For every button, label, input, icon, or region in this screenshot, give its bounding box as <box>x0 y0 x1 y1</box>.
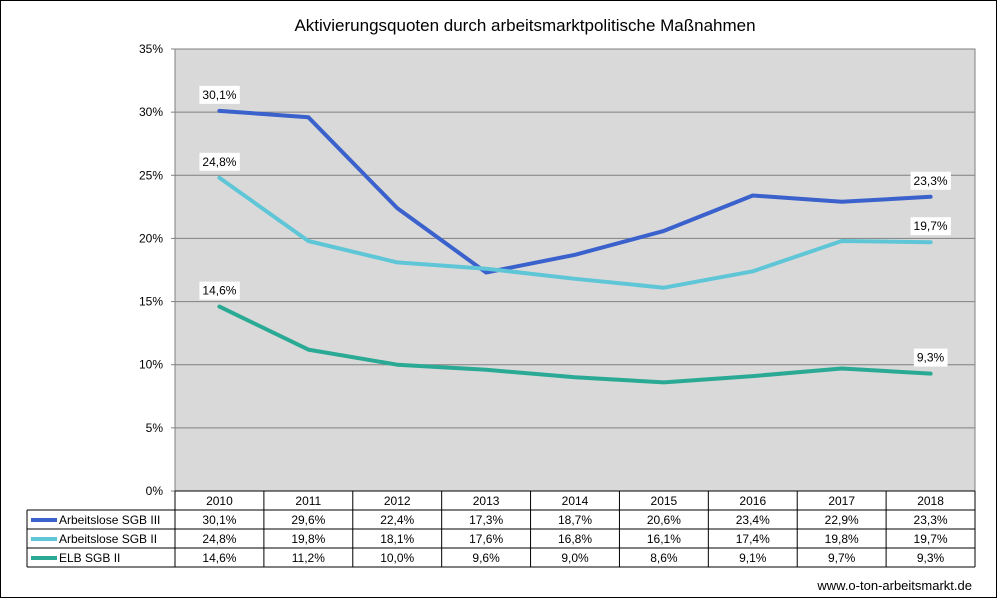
data-label-box <box>199 85 240 104</box>
y-axis: 0% 5% 10% 15% 20% 25% 30% 35% <box>139 42 175 498</box>
series-line <box>217 108 933 275</box>
series-name: ELB SGB II <box>59 551 120 565</box>
table-value: 9,1% <box>739 551 767 565</box>
table-value: 17,3% <box>469 513 503 527</box>
y-tick-label: 15% <box>139 295 163 309</box>
data-label: 30,1% <box>202 88 236 102</box>
table-value: 19,8% <box>291 532 325 546</box>
table-value: 29,6% <box>291 513 325 527</box>
table-value: 19,7% <box>914 532 948 546</box>
data-label-box <box>910 171 951 190</box>
table-value: 9,7% <box>828 551 856 565</box>
chart-title: Aktivierungsquoten durch arbeitsmarktpol… <box>294 16 755 35</box>
table-value: 30,1% <box>202 513 236 527</box>
x-category-label: 2014 <box>562 494 589 508</box>
x-category-label: 2016 <box>739 494 766 508</box>
data-label-box <box>199 281 240 300</box>
y-tick-label: 5% <box>146 421 164 435</box>
data-label: 19,7% <box>914 219 948 233</box>
y-tick-label: 20% <box>139 231 163 245</box>
table-value: 18,1% <box>380 532 414 546</box>
x-category-label: 2018 <box>917 494 944 508</box>
data-labels: 30,1% 23,3% 24,8% 19,7% 14,6% 9,3% <box>199 85 951 367</box>
x-category-label: 2012 <box>384 494 411 508</box>
table-value: 9,0% <box>561 551 589 565</box>
table-value: 16,1% <box>647 532 681 546</box>
data-label: 24,8% <box>202 155 236 169</box>
table-value: 9,6% <box>472 551 500 565</box>
series-line <box>217 175 933 290</box>
table-value: 8,6% <box>650 551 678 565</box>
x-category-label: 2015 <box>651 494 678 508</box>
table-value: 23,3% <box>914 513 948 527</box>
x-category-label: 2017 <box>828 494 855 508</box>
series-lines <box>217 108 933 385</box>
source-text: www.o-ton-arbeitsmarkt.de <box>816 578 972 593</box>
table-value: 14,6% <box>202 551 236 565</box>
gridlines <box>175 48 975 429</box>
table-value: 9,3% <box>917 551 945 565</box>
y-tick-label: 35% <box>139 42 163 56</box>
x-category-label: 2013 <box>473 494 500 508</box>
data-label: 9,3% <box>917 351 945 365</box>
data-table: 2010 2011 2012 2013 2014 2015 2016 2017 2018 Arbe… <box>26 490 976 568</box>
table-value: 22,9% <box>825 513 859 527</box>
plot-area <box>174 48 976 492</box>
table-value: 23,4% <box>736 513 770 527</box>
table-value: 24,8% <box>202 532 236 546</box>
data-label-box <box>913 348 948 367</box>
table-value: 19,8% <box>825 532 859 546</box>
table-value: 10,0% <box>380 551 414 565</box>
x-category-label: 2010 <box>206 494 233 508</box>
y-tick-label: 25% <box>139 168 163 182</box>
table-value: 16,8% <box>558 532 592 546</box>
series-name: Arbeitslose SGB II <box>59 532 157 546</box>
series-name: Arbeitslose SGB III <box>59 513 160 527</box>
data-label-box <box>910 217 951 236</box>
y-tick-label: 0% <box>146 484 164 498</box>
data-label-box <box>199 152 240 171</box>
data-label: 14,6% <box>202 284 236 298</box>
table-value: 17,4% <box>736 532 770 546</box>
x-category-label: 2011 <box>295 494 321 508</box>
table-value: 22,4% <box>380 513 414 527</box>
table-value: 11,2% <box>292 551 325 565</box>
table-value: 17,6% <box>469 532 503 546</box>
data-label: 23,3% <box>914 174 948 188</box>
y-tick-label: 10% <box>139 358 163 372</box>
table-value: 20,6% <box>647 513 681 527</box>
table-value: 18,7% <box>558 513 592 527</box>
y-tick-label: 30% <box>139 105 163 119</box>
series-line <box>217 304 933 385</box>
